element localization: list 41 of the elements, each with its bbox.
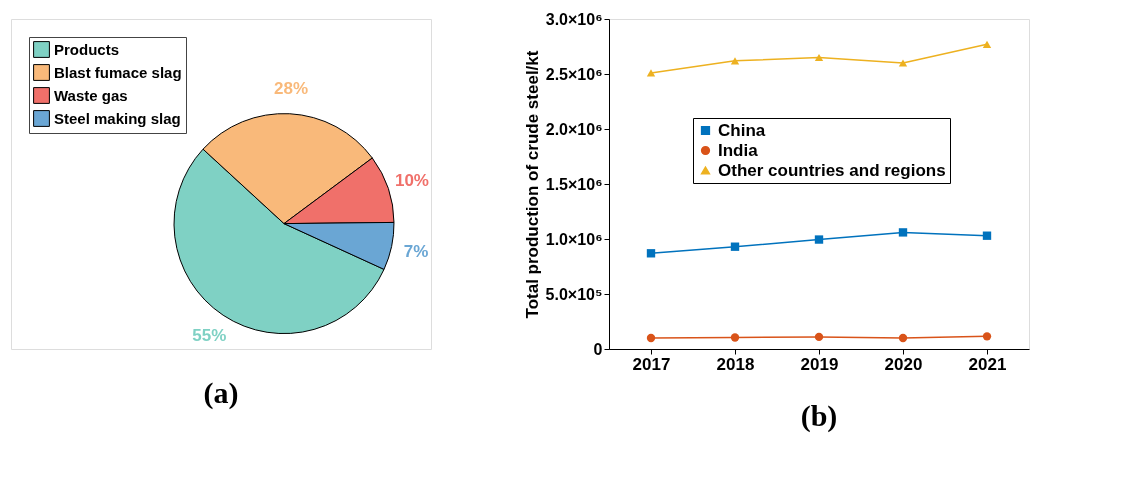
point <box>730 242 740 251</box>
point <box>982 231 992 240</box>
point <box>898 59 908 67</box>
y-tick-label: 3.0×10⁶ <box>545 10 603 28</box>
legend-label: Blast fumace slag <box>54 63 182 81</box>
y-tick-label: 1.0×10⁶ <box>545 230 603 248</box>
data-label: 55% <box>192 326 227 346</box>
point <box>898 333 908 343</box>
y-tick-label: 0 <box>593 340 603 358</box>
legend-label: China <box>718 120 766 140</box>
text: (a) <box>203 376 239 410</box>
point <box>814 235 824 244</box>
point <box>730 57 740 65</box>
y-tick-label: 5.0×10⁵ <box>545 285 603 303</box>
legend-label: Other countries and regions <box>718 160 946 180</box>
y-tick-label: 1.5×10⁶ <box>545 175 603 193</box>
text: (b) <box>800 399 838 433</box>
x-tick-label: 2018 <box>716 354 755 374</box>
point <box>730 333 740 342</box>
x-tick-label: 2020 <box>884 354 923 374</box>
point <box>898 228 908 237</box>
x-tick-label: 2017 <box>632 354 671 374</box>
x-tick-label: 2019 <box>800 354 839 374</box>
legend-label: Waste gas <box>54 86 128 104</box>
point <box>646 249 656 258</box>
point <box>982 332 992 341</box>
x-tick-label: 2021 <box>968 354 1007 374</box>
point <box>646 333 656 343</box>
y-tick-label: 2.0×10⁶ <box>545 120 603 138</box>
data-label: 7% <box>403 241 429 261</box>
point <box>646 69 656 77</box>
data-label: 10% <box>394 170 429 190</box>
data-label: 28% <box>274 78 309 98</box>
legend-label: Products <box>54 40 120 58</box>
legend-label: India <box>718 140 759 160</box>
point <box>814 332 824 342</box>
legend-label: Steel making slag <box>54 109 181 127</box>
point <box>982 40 992 48</box>
y-axis-title: Total production of crude steel/kt <box>522 50 542 319</box>
point <box>814 53 824 62</box>
y-tick-label: 2.5×10⁶ <box>545 65 603 83</box>
